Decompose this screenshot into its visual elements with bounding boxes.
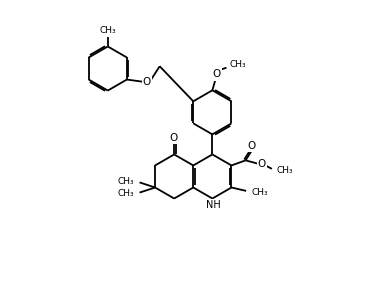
Text: O: O	[143, 77, 151, 87]
Text: CH₃: CH₃	[99, 26, 116, 36]
Text: O: O	[212, 70, 220, 80]
Text: CH₃: CH₃	[251, 188, 268, 197]
Text: NH: NH	[206, 200, 221, 210]
Text: CH₃: CH₃	[277, 166, 294, 175]
Text: O: O	[248, 141, 256, 151]
Text: O: O	[258, 159, 266, 169]
Text: CH₃: CH₃	[229, 60, 246, 69]
Text: CH₃: CH₃	[118, 189, 135, 198]
Text: CH₃: CH₃	[118, 177, 135, 186]
Text: O: O	[170, 133, 178, 143]
